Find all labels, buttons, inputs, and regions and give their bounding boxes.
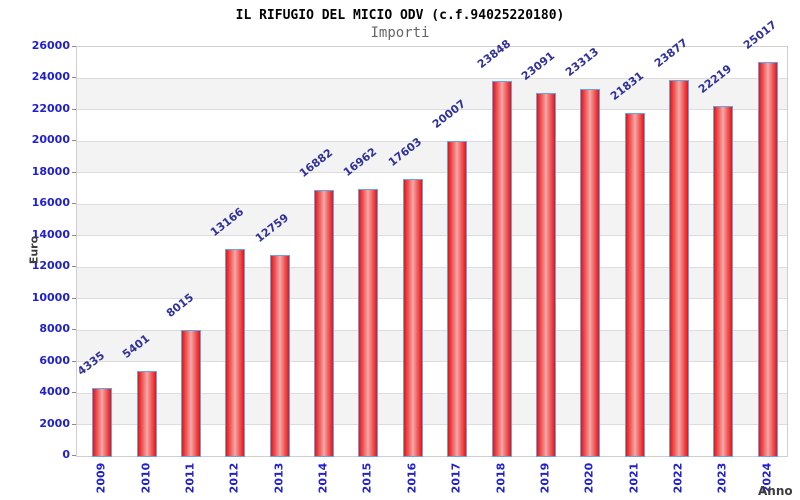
y-axis-title: Euro	[27, 235, 41, 265]
y-tick-mark	[72, 234, 76, 236]
gridline	[77, 298, 787, 300]
x-tick-label-2017: 2017	[449, 462, 463, 494]
bar-2012	[225, 248, 246, 457]
y-tick-mark	[72, 329, 76, 331]
bar-2019	[535, 92, 556, 457]
x-axis-title: Anno	[758, 484, 793, 498]
y-tick-label: 12000	[31, 259, 70, 273]
y-tick-label: 2000	[39, 416, 70, 430]
y-tick-mark	[72, 297, 76, 299]
x-tick-label-2013: 2013	[272, 462, 286, 494]
y-tick-mark	[72, 392, 76, 394]
y-tick-mark	[72, 360, 76, 362]
y-tick-label: 14000	[31, 227, 70, 241]
gridline	[77, 235, 787, 237]
x-tick-label-2018: 2018	[494, 462, 508, 494]
bar-2016	[402, 179, 423, 457]
y-tick-label: 20000	[31, 133, 70, 147]
gridline	[77, 77, 787, 79]
y-tick-label: 10000	[31, 290, 70, 304]
x-tick-label-2010: 2010	[139, 462, 153, 494]
y-tick-label: 8000	[39, 322, 70, 336]
gridline	[77, 109, 787, 111]
y-tick-mark	[72, 77, 76, 79]
x-tick-label-2019: 2019	[538, 462, 552, 494]
bar-2018	[491, 80, 512, 457]
gridline	[77, 361, 787, 363]
bar-2024	[757, 62, 778, 457]
x-tick-label-2015: 2015	[360, 462, 374, 494]
gridline	[77, 424, 787, 426]
y-tick-label: 6000	[39, 353, 70, 367]
bar-2022	[669, 80, 690, 457]
bar-2011	[180, 329, 201, 457]
y-tick-label: 18000	[31, 164, 70, 178]
bar-2015	[358, 189, 379, 457]
bar-2010	[136, 371, 157, 457]
bar-2014	[314, 190, 335, 457]
gridline	[77, 392, 787, 394]
y-tick-label: 22000	[31, 101, 70, 115]
bar-2021	[624, 112, 645, 457]
bar-2023	[713, 106, 734, 457]
plot-area	[76, 46, 788, 457]
x-tick-label-2020: 2020	[582, 462, 596, 494]
y-tick-mark	[72, 46, 76, 47]
chart-title: IL RIFUGIO DEL MICIO ODV (c.f.9402522018…	[235, 8, 565, 23]
y-tick-mark	[72, 266, 76, 268]
x-tick-label-2011: 2011	[183, 462, 197, 494]
y-tick-label: 16000	[31, 196, 70, 210]
y-tick-mark	[72, 140, 76, 142]
y-tick-label: 4000	[39, 385, 70, 399]
x-tick-label-2022: 2022	[671, 462, 685, 494]
gridline	[77, 140, 787, 142]
x-tick-label-2021: 2021	[627, 462, 641, 494]
y-tick-label: 26000	[31, 39, 70, 52]
y-tick-label: 24000	[31, 70, 70, 84]
bar-2013	[269, 255, 290, 457]
chart-subtitle: Importi	[370, 25, 430, 41]
y-tick-mark	[72, 171, 76, 173]
gridline	[77, 329, 787, 331]
y-tick-mark	[72, 203, 76, 205]
x-tick-label-2016: 2016	[405, 462, 419, 494]
bar-2020	[580, 89, 601, 457]
y-tick-mark	[72, 108, 76, 110]
gridline	[77, 203, 787, 205]
gridline	[77, 266, 787, 268]
y-tick-mark	[72, 455, 76, 456]
y-tick-mark	[72, 423, 76, 425]
bar-2017	[447, 141, 468, 457]
gridline	[77, 172, 787, 174]
x-tick-label-2023: 2023	[715, 462, 729, 494]
x-tick-label-2009: 2009	[94, 462, 108, 494]
y-tick-label: 0	[62, 448, 70, 461]
bar-2009	[92, 387, 113, 457]
x-tick-label-2014: 2014	[316, 462, 330, 494]
x-tick-label-2012: 2012	[227, 462, 241, 494]
